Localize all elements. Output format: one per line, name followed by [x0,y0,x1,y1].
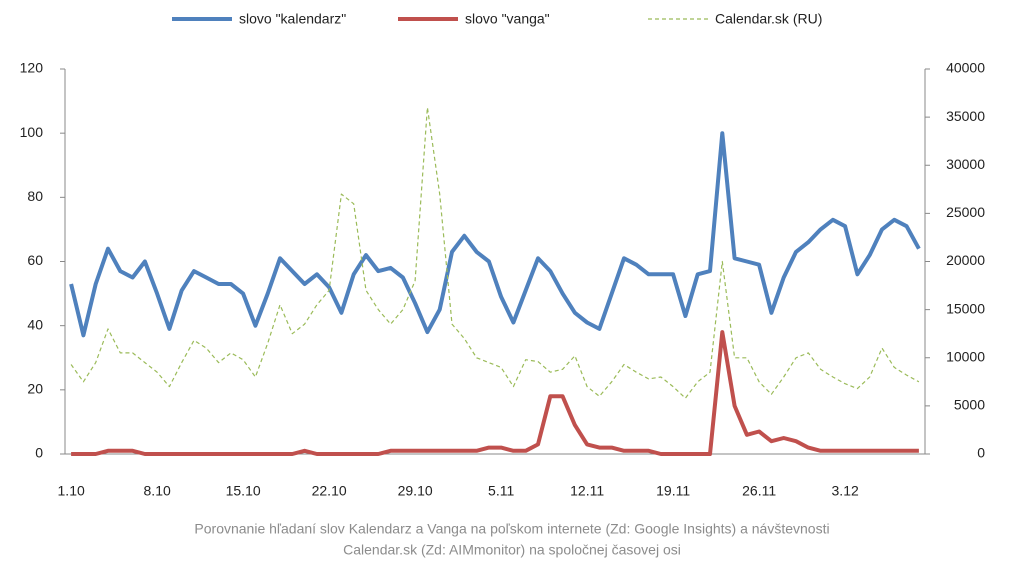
y-tick-label: 80 [27,188,43,204]
x-tick-label: 12.11 [570,483,604,499]
series-line [69,131,921,338]
y2-tick-label: 20000 [946,252,985,268]
caption: Porovnanie hľadaní slov Kalendarz a Vang… [194,521,829,537]
x-tick-label: 3.12 [832,483,859,499]
caption: Calendar.sk (Zd: AIMmonitor) na spoločne… [343,542,681,558]
y2-tick-label: 5000 [954,397,985,413]
legend-label: Calendar.sk (RU) [715,11,822,27]
x-tick-label: 22.10 [312,483,347,499]
legend-label: slovo "kalendarz" [239,11,346,27]
y2-tick-label: 0 [977,445,985,461]
y-tick-label: 120 [20,60,44,76]
y-tick-label: 20 [27,381,43,397]
x-tick-label: 1.10 [58,483,85,499]
series-line [71,330,919,456]
y2-tick-label: 10000 [946,348,985,364]
y2-tick-label: 35000 [946,108,985,124]
x-tick-label: 26.11 [742,483,776,499]
y-tick-label: 40 [27,316,43,332]
x-tick-label: 5.11 [488,483,514,499]
y-tick-label: 0 [35,445,43,461]
series-line [70,106,920,399]
x-tick-label: 15.10 [226,483,261,499]
x-tick-label: 8.10 [144,483,171,499]
legend-label: slovo "vanga" [465,11,550,27]
y2-tick-label: 40000 [946,60,985,76]
y2-tick-label: 30000 [946,156,985,172]
y-tick-label: 60 [27,252,43,268]
y2-tick-label: 25000 [946,204,985,220]
x-tick-label: 29.10 [398,483,433,499]
y2-tick-label: 15000 [946,300,985,316]
y-tick-label: 100 [20,124,44,140]
x-tick-label: 19.11 [656,483,690,499]
